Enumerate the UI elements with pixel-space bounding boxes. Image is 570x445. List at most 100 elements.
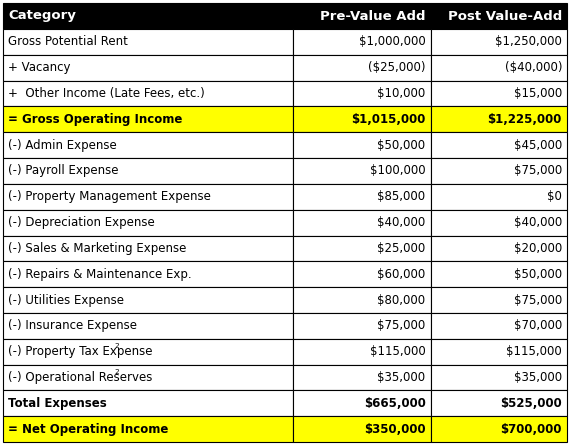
Text: = Gross Operating Income: = Gross Operating Income [8, 113, 182, 126]
Bar [3, 81, 294, 106]
Bar [294, 184, 430, 210]
Text: $100,000: $100,000 [370, 165, 426, 178]
Text: $35,000: $35,000 [377, 371, 426, 384]
Bar [430, 132, 567, 158]
Bar [430, 210, 567, 235]
Text: $75,000: $75,000 [514, 294, 562, 307]
Text: (-) Admin Expense: (-) Admin Expense [8, 139, 117, 152]
Text: $1,015,000: $1,015,000 [351, 113, 426, 126]
Text: $75,000: $75,000 [377, 320, 426, 332]
Bar [430, 416, 567, 442]
Text: $1,225,000: $1,225,000 [487, 113, 562, 126]
Bar [3, 364, 294, 390]
Text: $115,000: $115,000 [506, 345, 562, 358]
Bar [430, 3, 567, 29]
Bar [430, 158, 567, 184]
Text: = Net Operating Income: = Net Operating Income [8, 423, 168, 436]
Text: $40,000: $40,000 [514, 216, 562, 229]
Bar [3, 106, 294, 132]
Bar [3, 390, 294, 416]
Text: $20,000: $20,000 [514, 242, 562, 255]
Bar [3, 313, 294, 339]
Text: $1,000,000: $1,000,000 [359, 36, 426, 49]
Bar [294, 313, 430, 339]
Bar [294, 3, 430, 29]
Bar [430, 235, 567, 261]
Text: $85,000: $85,000 [377, 190, 426, 203]
Text: $665,000: $665,000 [364, 397, 426, 410]
Bar [294, 210, 430, 235]
Text: 2: 2 [114, 343, 119, 349]
Bar [430, 313, 567, 339]
Bar [3, 339, 294, 364]
Bar [294, 55, 430, 81]
Text: $525,000: $525,000 [500, 397, 562, 410]
Text: $0: $0 [547, 190, 562, 203]
Bar [294, 132, 430, 158]
Text: 2: 2 [114, 369, 119, 375]
Text: (-) Sales & Marketing Expense: (-) Sales & Marketing Expense [8, 242, 186, 255]
Text: $115,000: $115,000 [370, 345, 426, 358]
Text: $25,000: $25,000 [377, 242, 426, 255]
Text: + Vacancy: + Vacancy [8, 61, 71, 74]
Text: ($40,000): ($40,000) [504, 61, 562, 74]
Bar [294, 235, 430, 261]
Text: $40,000: $40,000 [377, 216, 426, 229]
Text: (-) Operational Reserves: (-) Operational Reserves [8, 371, 152, 384]
Text: +  Other Income (Late Fees, etc.): + Other Income (Late Fees, etc.) [8, 87, 205, 100]
Text: $50,000: $50,000 [514, 268, 562, 281]
Bar [3, 184, 294, 210]
Text: Gross Potential Rent: Gross Potential Rent [8, 36, 128, 49]
Text: $35,000: $35,000 [514, 371, 562, 384]
Text: $10,000: $10,000 [377, 87, 426, 100]
Text: Pre-Value Add: Pre-Value Add [320, 9, 426, 23]
Bar [294, 29, 430, 55]
Bar [294, 339, 430, 364]
Bar [430, 364, 567, 390]
Bar [3, 210, 294, 235]
Bar [3, 55, 294, 81]
Bar [294, 364, 430, 390]
Text: (-) Property Tax Expense: (-) Property Tax Expense [8, 345, 153, 358]
Bar [430, 184, 567, 210]
Text: ($25,000): ($25,000) [368, 61, 426, 74]
Text: $75,000: $75,000 [514, 165, 562, 178]
Bar [430, 81, 567, 106]
Text: (-) Utilities Expense: (-) Utilities Expense [8, 294, 124, 307]
Text: $70,000: $70,000 [514, 320, 562, 332]
Text: $350,000: $350,000 [364, 423, 426, 436]
Bar [430, 390, 567, 416]
Bar [294, 287, 430, 313]
Text: (-) Payroll Expense: (-) Payroll Expense [8, 165, 119, 178]
Bar [3, 158, 294, 184]
Bar [430, 287, 567, 313]
Bar [294, 390, 430, 416]
Bar [430, 29, 567, 55]
Text: $15,000: $15,000 [514, 87, 562, 100]
Text: Category: Category [8, 9, 76, 23]
Bar [430, 106, 567, 132]
Text: (-) Property Management Expense: (-) Property Management Expense [8, 190, 211, 203]
Text: Total Expenses: Total Expenses [8, 397, 107, 410]
Text: (-) Insurance Expense: (-) Insurance Expense [8, 320, 137, 332]
Bar [3, 261, 294, 287]
Text: $80,000: $80,000 [377, 294, 426, 307]
Bar [294, 261, 430, 287]
Text: (-) Depreciation Expense: (-) Depreciation Expense [8, 216, 154, 229]
Text: $1,250,000: $1,250,000 [495, 36, 562, 49]
Text: $50,000: $50,000 [377, 139, 426, 152]
Text: $60,000: $60,000 [377, 268, 426, 281]
Bar [430, 55, 567, 81]
Bar [294, 416, 430, 442]
Bar [3, 416, 294, 442]
Bar [3, 3, 294, 29]
Bar [430, 261, 567, 287]
Bar [3, 29, 294, 55]
Text: Post Value-Add: Post Value-Add [448, 9, 562, 23]
Text: $45,000: $45,000 [514, 139, 562, 152]
Bar [3, 287, 294, 313]
Bar [3, 132, 294, 158]
Bar [294, 106, 430, 132]
Bar [430, 339, 567, 364]
Text: (-) Repairs & Maintenance Exp.: (-) Repairs & Maintenance Exp. [8, 268, 192, 281]
